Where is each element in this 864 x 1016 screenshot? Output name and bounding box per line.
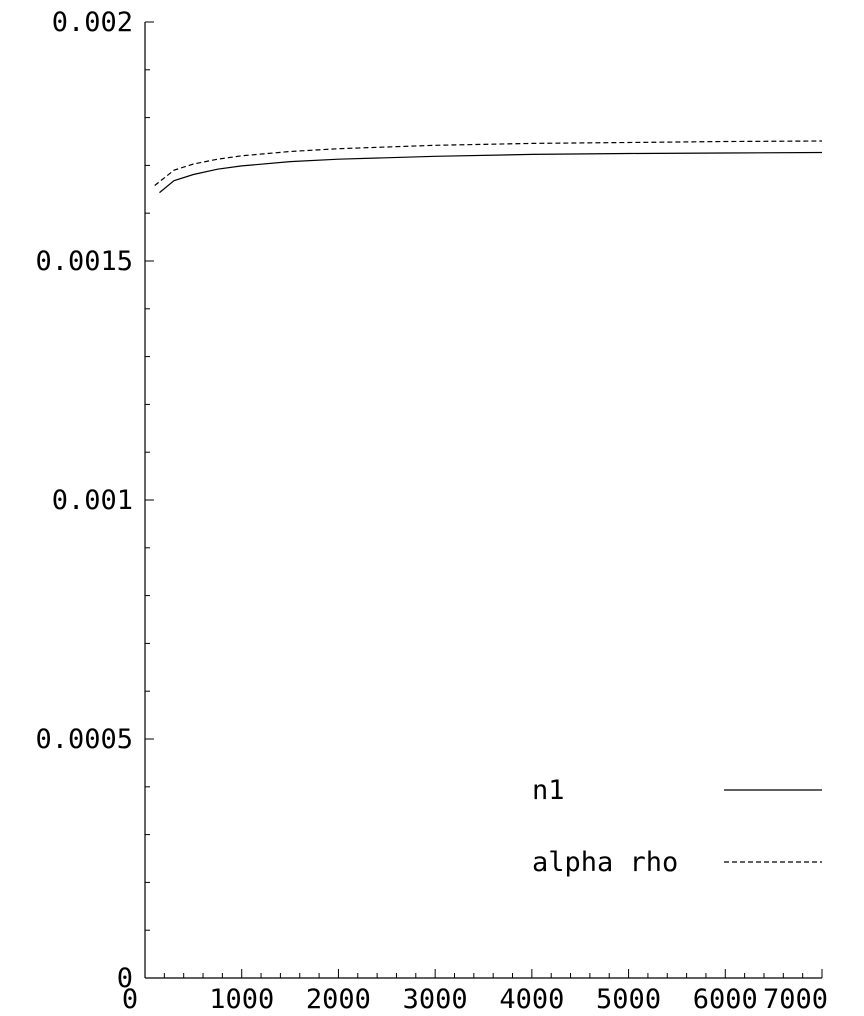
y-tick-label: 0	[117, 963, 133, 994]
x-tick-label: 1000	[209, 984, 274, 1015]
y-tick-label: 0.002	[52, 7, 133, 38]
y-tick-label: 0.0005	[35, 724, 133, 755]
x-tick-label: 4000	[499, 984, 564, 1015]
x-tick-label: 5000	[596, 984, 661, 1015]
series-layer	[154, 140, 823, 194]
legend: n1 alpha rho	[532, 775, 822, 878]
series-line-alpha-rho	[154, 140, 823, 186]
series-line-n1	[159, 151, 823, 194]
y-tick-label: 0.0015	[35, 246, 133, 277]
legend-label: alpha rho	[532, 847, 678, 878]
legend-label: n1	[532, 775, 565, 806]
x-tick-label: 7000	[763, 984, 828, 1015]
x-tick-label: 3000	[403, 984, 468, 1015]
x-tick-label: 6000	[693, 984, 758, 1015]
axes: 0 0.0005 0.001 0.0015 0.002 0 1000 2000 3000 4000…	[35, 7, 828, 1015]
x-tick-label: 0	[122, 984, 138, 1015]
x-tick-label: 2000	[306, 984, 371, 1015]
y-tick-label: 0.001	[52, 485, 133, 516]
